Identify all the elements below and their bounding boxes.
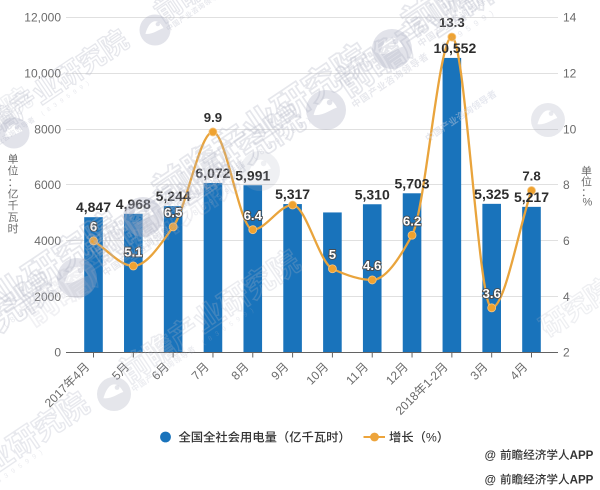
svg-text:%: % bbox=[583, 197, 593, 209]
svg-text:APP: APP bbox=[570, 449, 594, 462]
svg-text:%: % bbox=[426, 431, 437, 445]
svg-text:@: @ bbox=[485, 449, 496, 462]
svg-text:5,317: 5,317 bbox=[275, 186, 310, 202]
svg-text:5: 5 bbox=[329, 247, 336, 262]
svg-text:10,000: 10,000 bbox=[24, 67, 61, 81]
svg-text:6000: 6000 bbox=[34, 178, 61, 192]
svg-text:5,703: 5,703 bbox=[395, 175, 430, 191]
svg-text:6.4: 6.4 bbox=[244, 208, 263, 223]
svg-text:10: 10 bbox=[563, 122, 577, 136]
svg-text:12: 12 bbox=[563, 67, 577, 81]
svg-text:12,000: 12,000 bbox=[24, 11, 61, 25]
svg-text:4000: 4000 bbox=[34, 234, 61, 248]
svg-text:0: 0 bbox=[54, 346, 61, 360]
svg-text:@: @ bbox=[485, 474, 496, 487]
svg-text:6.2: 6.2 bbox=[403, 214, 421, 229]
svg-text:5,217: 5,217 bbox=[514, 189, 549, 205]
svg-text:2: 2 bbox=[563, 346, 570, 360]
svg-text:4,847: 4,847 bbox=[76, 199, 111, 215]
svg-text:5,310: 5,310 bbox=[355, 186, 390, 202]
svg-text:3.6: 3.6 bbox=[483, 286, 501, 301]
svg-text:5,325: 5,325 bbox=[474, 186, 509, 202]
svg-text:8000: 8000 bbox=[34, 122, 61, 136]
svg-text:10,552: 10,552 bbox=[433, 40, 476, 56]
svg-text:7.8: 7.8 bbox=[522, 169, 540, 184]
svg-text:8: 8 bbox=[563, 178, 570, 192]
svg-text:9.9: 9.9 bbox=[204, 110, 222, 125]
svg-text:6: 6 bbox=[563, 234, 570, 248]
svg-text:14: 14 bbox=[563, 11, 577, 25]
svg-text:4: 4 bbox=[563, 290, 570, 304]
svg-text:4,968: 4,968 bbox=[116, 196, 151, 212]
svg-text:4.6: 4.6 bbox=[363, 258, 381, 273]
svg-text:APP: APP bbox=[570, 474, 594, 487]
